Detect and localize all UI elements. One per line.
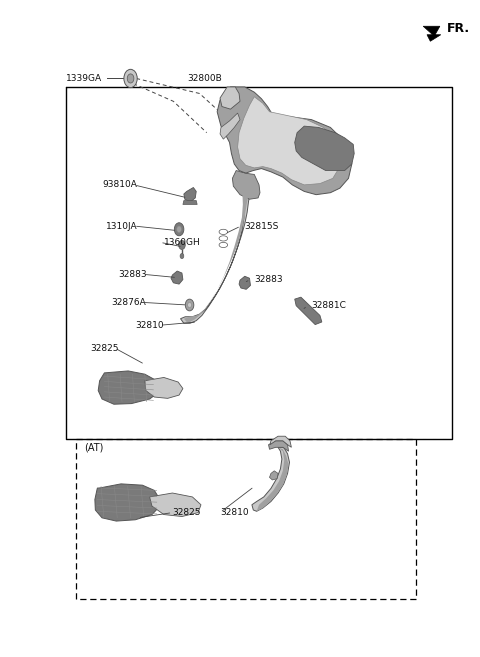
Polygon shape — [252, 447, 289, 511]
Polygon shape — [184, 187, 196, 202]
Polygon shape — [238, 97, 341, 185]
Circle shape — [179, 240, 185, 250]
Text: 32825: 32825 — [172, 508, 201, 517]
Circle shape — [180, 254, 184, 259]
Text: 1360GH: 1360GH — [164, 238, 201, 247]
Polygon shape — [171, 271, 183, 284]
Circle shape — [127, 74, 134, 83]
Text: (AT): (AT) — [84, 443, 104, 453]
Polygon shape — [217, 87, 352, 194]
Text: 1339GA: 1339GA — [66, 74, 102, 83]
Polygon shape — [95, 484, 159, 521]
Polygon shape — [232, 171, 260, 199]
Circle shape — [124, 70, 137, 87]
Polygon shape — [423, 26, 441, 41]
Polygon shape — [295, 297, 322, 325]
Polygon shape — [150, 493, 201, 516]
Text: 32883: 32883 — [119, 270, 147, 279]
Polygon shape — [268, 441, 288, 451]
Text: 1310JA: 1310JA — [106, 221, 138, 231]
Text: 32810: 32810 — [135, 321, 164, 330]
Text: 32881C: 32881C — [312, 301, 346, 310]
Polygon shape — [145, 378, 183, 398]
Polygon shape — [269, 471, 278, 480]
Circle shape — [185, 299, 194, 311]
Polygon shape — [180, 173, 252, 323]
Polygon shape — [220, 113, 240, 139]
Circle shape — [177, 226, 181, 233]
Polygon shape — [239, 277, 251, 289]
Polygon shape — [295, 126, 354, 171]
Text: 32883: 32883 — [254, 275, 283, 284]
Text: 93810A: 93810A — [103, 181, 138, 189]
Text: 32810: 32810 — [220, 508, 249, 517]
Circle shape — [174, 223, 184, 236]
Text: 32800B: 32800B — [188, 74, 222, 83]
Text: 32876A: 32876A — [111, 298, 146, 307]
Circle shape — [188, 302, 192, 307]
Text: 32825: 32825 — [90, 344, 119, 353]
Polygon shape — [220, 87, 240, 109]
Polygon shape — [183, 200, 197, 204]
Text: FR.: FR. — [447, 22, 470, 35]
Polygon shape — [257, 447, 288, 511]
Polygon shape — [184, 173, 250, 322]
Polygon shape — [98, 371, 158, 404]
Text: 32815S: 32815S — [245, 221, 279, 231]
Polygon shape — [270, 436, 291, 447]
